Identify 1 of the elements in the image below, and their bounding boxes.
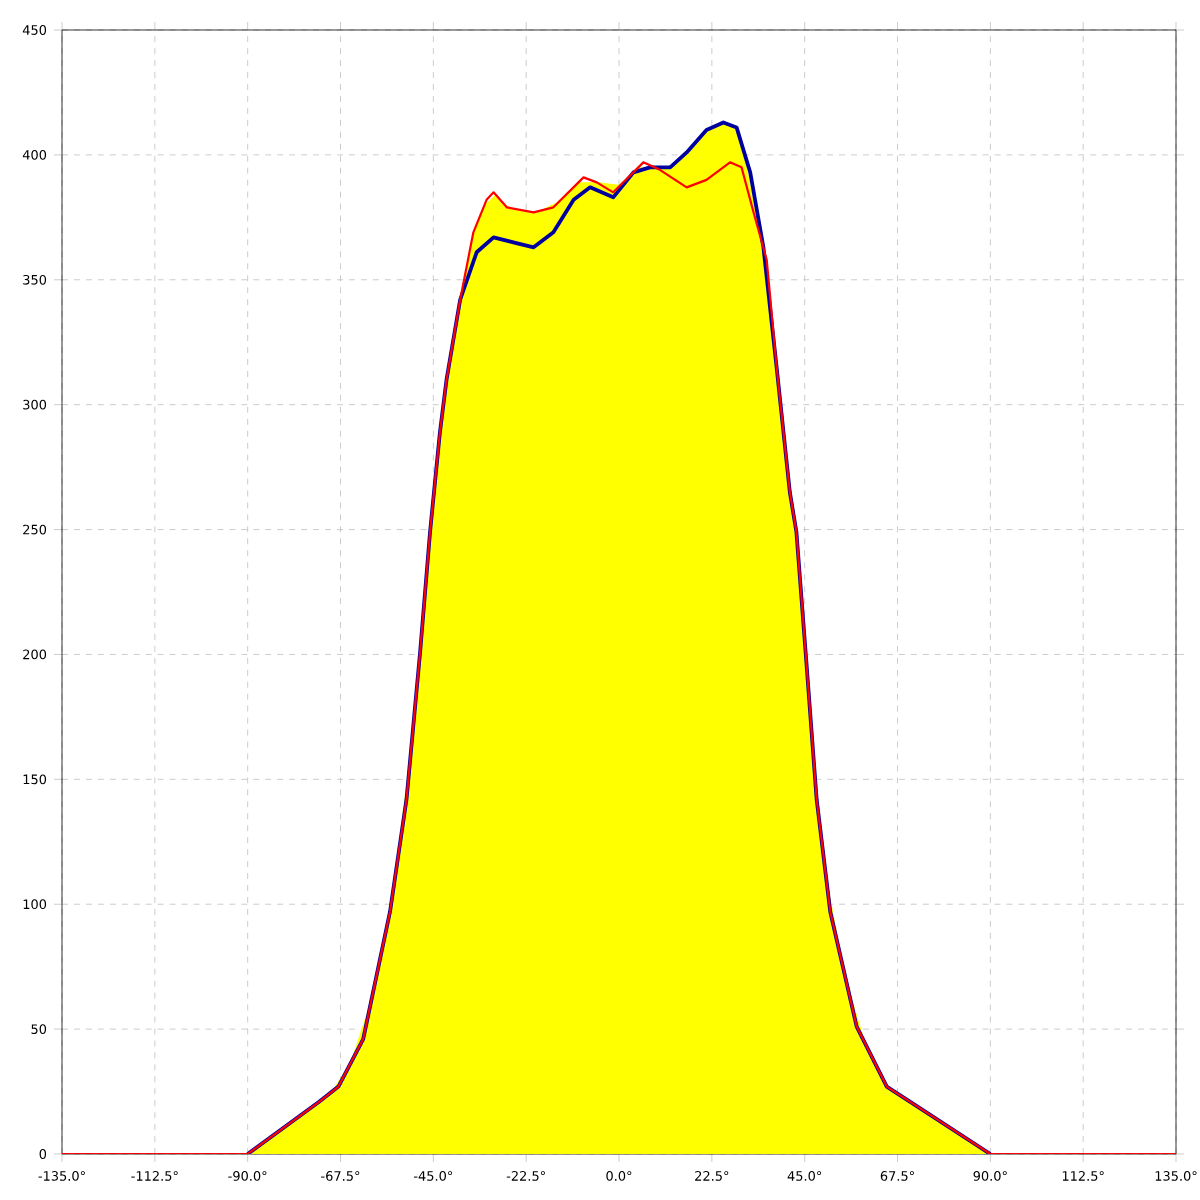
line-series — [245, 120, 993, 1154]
